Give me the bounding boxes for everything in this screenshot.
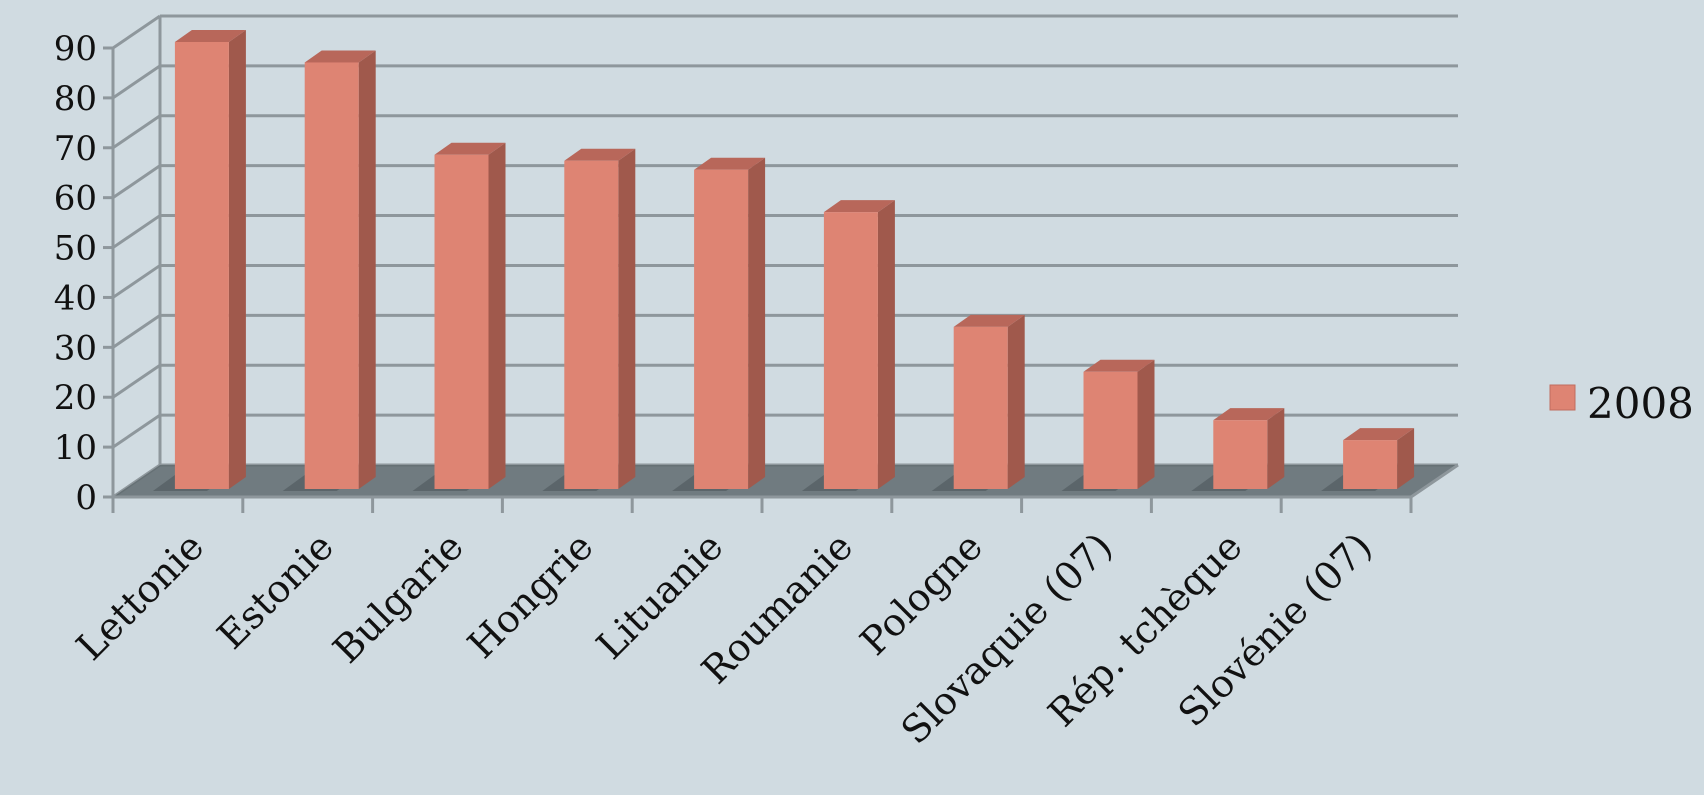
- bar-front: [564, 160, 619, 489]
- bar-top: [564, 148, 636, 161]
- bar-top: [694, 157, 766, 170]
- bar-top: [304, 50, 376, 63]
- y-tick-label: 80: [54, 79, 97, 119]
- bar-top: [1083, 359, 1155, 372]
- bar: [542, 148, 636, 491]
- gridlines: [112, 14, 1458, 499]
- x-tick-label: Hongrie: [459, 524, 602, 667]
- bar: [282, 50, 376, 491]
- y-tick-label: 90: [54, 29, 97, 69]
- gridline-side: [112, 14, 161, 50]
- bar-side: [1007, 314, 1025, 489]
- bar-front: [1343, 440, 1398, 489]
- legend: 2008: [1549, 379, 1694, 428]
- y-tick-label: 50: [54, 229, 97, 269]
- y-tick-label: 20: [54, 378, 97, 418]
- gridline-side: [112, 164, 161, 199]
- bar: [412, 142, 506, 491]
- bar-front: [953, 326, 1008, 489]
- bar-front: [694, 169, 749, 489]
- x-tick-label: Estonie: [209, 524, 342, 657]
- bar-top: [434, 142, 506, 155]
- bar-front: [434, 154, 489, 489]
- bar: [801, 200, 895, 491]
- bar: [152, 29, 246, 491]
- gridline-side: [112, 314, 161, 349]
- bar-side: [618, 148, 636, 489]
- x-tick-label: Lettonie: [68, 524, 212, 668]
- bar-side: [1397, 428, 1415, 489]
- bar-side: [1137, 359, 1155, 489]
- bar-front: [174, 41, 229, 490]
- bar-front: [1213, 420, 1268, 489]
- bar: [931, 314, 1025, 491]
- legend-swatch: [1549, 384, 1576, 411]
- gridline-side: [112, 413, 161, 449]
- bar-front: [823, 212, 878, 489]
- bar: [1191, 408, 1285, 491]
- bar: [1321, 428, 1415, 491]
- y-tick-label: 60: [54, 179, 97, 219]
- gridline-side: [112, 264, 161, 299]
- bar-top: [1343, 428, 1415, 441]
- y-tick-label: 0: [75, 478, 97, 518]
- bar-side: [1267, 408, 1285, 489]
- y-tick-label: 70: [54, 129, 97, 169]
- bar-top: [1213, 408, 1285, 421]
- y-tick-label: 30: [54, 328, 97, 368]
- bar-side: [877, 200, 895, 489]
- x-tick-label: Bulgarie: [325, 524, 472, 671]
- gridline-side: [112, 214, 161, 249]
- gridline-side: [112, 363, 161, 399]
- bar-side: [358, 50, 376, 489]
- gridline-side: [112, 114, 161, 150]
- bar-front: [1083, 371, 1138, 489]
- bar-side: [488, 142, 506, 489]
- bar-side: [748, 157, 766, 489]
- bar: [672, 157, 766, 491]
- gridline-side: [112, 64, 161, 100]
- bar-side: [228, 29, 246, 490]
- bar: [1061, 359, 1155, 491]
- legend-label: 2008: [1587, 379, 1694, 428]
- bar-top: [953, 314, 1025, 327]
- bar-top: [174, 29, 246, 42]
- y-tick-label: 40: [54, 278, 97, 318]
- bar-front: [304, 62, 359, 489]
- floor-right-edge: [1410, 463, 1459, 499]
- bar-top: [823, 200, 895, 213]
- bars: [152, 29, 1415, 491]
- y-tick-label: 10: [54, 428, 97, 468]
